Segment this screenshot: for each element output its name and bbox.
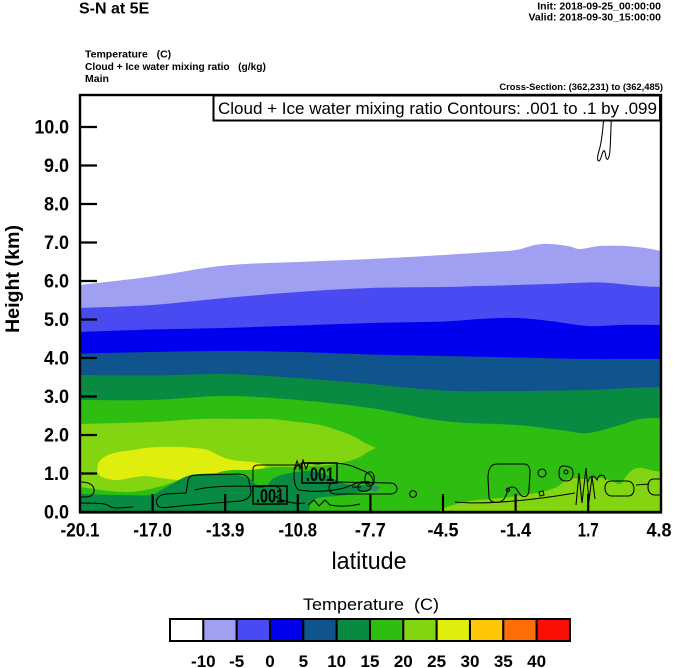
svg-text:4.0: 4.0 [44,349,69,370]
svg-text:-17.0: -17.0 [133,521,172,542]
svg-text:Main: Main [85,73,109,85]
svg-text:-7.7: -7.7 [355,521,386,542]
svg-text:Height (km): Height (km) [2,225,24,333]
svg-text:0: 0 [265,652,274,668]
svg-text:Cross-Section: (362,231) to (3: Cross-Section: (362,231) to (362,485) [499,81,663,92]
svg-text:7.0: 7.0 [44,233,69,254]
svg-text:Init: 2018-09-25_00:00:00: Init: 2018-09-25_00:00:00 [537,1,661,13]
svg-text:latitude: latitude [332,548,407,575]
svg-text:-5: -5 [229,652,244,668]
svg-text:9.0: 9.0 [44,156,69,177]
svg-text:10: 10 [327,652,346,668]
svg-text:10.0: 10.0 [35,118,70,139]
svg-text:1.0: 1.0 [44,464,69,485]
svg-text:Cloud + Ice water mixing ratio: Cloud + Ice water mixing ratio (g/kg) [85,62,266,73]
svg-text:8.0: 8.0 [44,195,69,216]
svg-text:.001: .001 [256,487,284,508]
svg-text:Cloud + Ice water mixing ratio: Cloud + Ice water mixing ratio Contours:… [218,99,657,118]
svg-text:15: 15 [361,652,380,668]
svg-text:20: 20 [394,652,413,668]
svg-text:3.0: 3.0 [44,387,69,408]
svg-text:-4.5: -4.5 [428,521,459,542]
svg-text:35: 35 [494,652,513,668]
svg-text:1.7: 1.7 [578,521,599,542]
svg-text:-13.9: -13.9 [206,521,245,542]
svg-text:5: 5 [299,652,308,668]
svg-text:40: 40 [527,652,546,668]
svg-text:Valid: 2018-09-30_15:00:00: Valid: 2018-09-30_15:00:00 [528,12,661,24]
svg-text:4.8: 4.8 [647,521,672,542]
svg-text:Temperature (C): Temperature (C) [303,595,439,614]
svg-text:-1.4: -1.4 [500,521,531,542]
svg-text:-20.1: -20.1 [61,521,100,542]
svg-text:-10.8: -10.8 [279,521,318,542]
svg-text:0.0: 0.0 [44,503,69,524]
svg-text:5.0: 5.0 [44,310,69,331]
svg-text:-10: -10 [191,652,216,668]
svg-text:.001: .001 [306,465,334,486]
svg-text:6.0: 6.0 [44,272,69,293]
svg-text:2.0: 2.0 [44,426,69,447]
svg-text:Temperature (C): Temperature (C) [85,49,171,61]
svg-text:25: 25 [427,652,446,668]
svg-text:30: 30 [461,652,480,668]
svg-text:S-N at 5E: S-N at 5E [79,1,150,18]
